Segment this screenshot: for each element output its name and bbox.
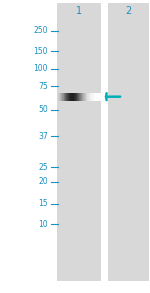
Bar: [59, 93, 60, 101]
Bar: [62, 93, 63, 101]
Bar: [95, 93, 96, 101]
Bar: [87, 93, 88, 101]
Bar: [87, 93, 88, 101]
Bar: [57, 93, 58, 101]
Bar: [77, 93, 78, 101]
Bar: [108, 3, 148, 281]
Bar: [66, 93, 67, 101]
Bar: [98, 93, 99, 101]
Text: 50: 50: [38, 105, 48, 114]
Bar: [71, 93, 72, 101]
Bar: [63, 93, 64, 101]
Bar: [100, 93, 101, 101]
Bar: [93, 93, 94, 101]
Bar: [61, 93, 62, 101]
Bar: [78, 93, 79, 101]
Bar: [70, 93, 71, 101]
Bar: [89, 93, 90, 101]
Text: 25: 25: [38, 163, 48, 171]
Bar: [85, 93, 86, 101]
Text: 75: 75: [38, 82, 48, 91]
Bar: [68, 93, 69, 101]
Bar: [75, 93, 76, 101]
Bar: [65, 93, 66, 101]
Text: 10: 10: [38, 220, 48, 229]
Bar: [82, 93, 83, 101]
Bar: [76, 93, 77, 101]
Bar: [92, 93, 93, 101]
Bar: [95, 93, 96, 101]
Text: 1: 1: [76, 6, 82, 16]
Bar: [90, 93, 91, 101]
Bar: [88, 93, 89, 101]
Bar: [83, 93, 84, 101]
Bar: [84, 93, 85, 101]
Bar: [80, 93, 81, 101]
Bar: [85, 93, 86, 101]
Bar: [69, 93, 70, 101]
Bar: [91, 93, 92, 101]
Bar: [72, 93, 73, 101]
Bar: [79, 93, 80, 101]
Text: 150: 150: [33, 47, 48, 56]
Bar: [86, 93, 87, 101]
Bar: [74, 93, 75, 101]
Bar: [97, 93, 98, 101]
Bar: [58, 93, 59, 101]
Bar: [60, 93, 61, 101]
Text: 20: 20: [38, 177, 48, 186]
Bar: [98, 93, 99, 101]
Bar: [81, 93, 82, 101]
Bar: [82, 93, 83, 101]
Bar: [57, 3, 100, 281]
Bar: [64, 93, 65, 101]
Bar: [58, 93, 59, 101]
Bar: [96, 93, 97, 101]
Text: 250: 250: [33, 26, 48, 35]
Text: 2: 2: [125, 6, 131, 16]
Bar: [66, 93, 67, 101]
Text: 37: 37: [38, 132, 48, 141]
Text: 100: 100: [33, 64, 48, 73]
Bar: [94, 93, 95, 101]
Text: 15: 15: [38, 199, 48, 208]
Bar: [73, 93, 74, 101]
Bar: [74, 93, 75, 101]
Bar: [99, 93, 100, 101]
Bar: [67, 93, 68, 101]
